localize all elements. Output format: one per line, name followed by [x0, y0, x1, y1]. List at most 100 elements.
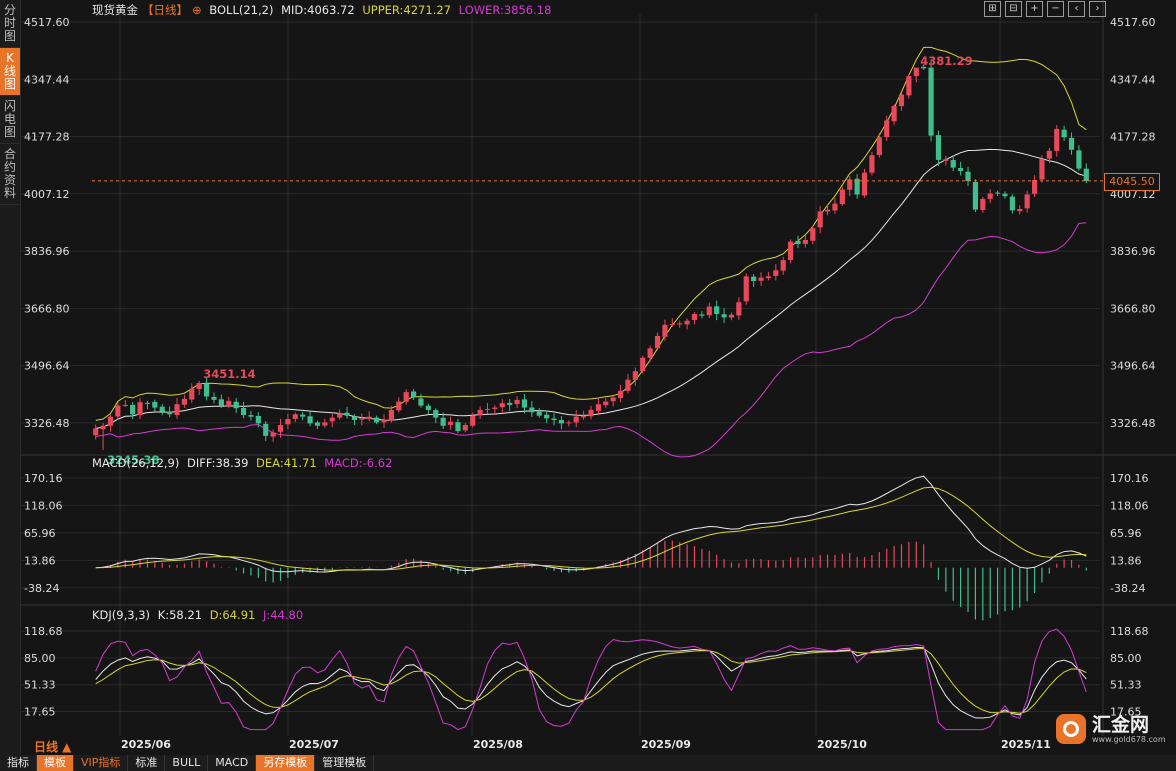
bottom-item-3[interactable]: 标准 [128, 755, 166, 771]
expand-icon[interactable]: ⊞ [984, 1, 1001, 17]
candle [773, 264, 779, 281]
bottom-item-2[interactable]: VIP指标 [74, 755, 129, 771]
kdj-legend: KDJ(9,3,3) K:58.21 D:64.91 J:44.80 [92, 608, 307, 622]
candle [654, 332, 661, 351]
candle [588, 405, 594, 420]
kdj-k-line [95, 646, 1087, 719]
candle-body [255, 415, 261, 424]
candle-body [403, 392, 409, 402]
candle-body [344, 412, 350, 416]
candle-body [1017, 208, 1023, 212]
candle-body [751, 276, 757, 282]
candle-body [891, 106, 897, 122]
price-annotations: 4381.29 3451.14 3245.38 [107, 54, 973, 467]
candle-body [817, 211, 823, 228]
candle-body [477, 409, 483, 416]
candle-body [950, 160, 956, 168]
candle [669, 318, 675, 327]
kdj-k: K:58.21 [157, 608, 203, 622]
zoom-out-icon[interactable]: − [1047, 1, 1064, 17]
candle-body [366, 416, 372, 419]
candle [93, 424, 99, 440]
bottom-item-6[interactable]: 另存模板 [256, 755, 316, 771]
candle [780, 256, 786, 275]
candle [403, 389, 409, 405]
candle-body [861, 172, 868, 196]
candle [211, 392, 217, 404]
period-selector[interactable]: 日线 ▲ [34, 740, 72, 754]
current-price-tag: 4045.50 [1104, 172, 1160, 191]
candle [1009, 194, 1015, 214]
candle [921, 64, 927, 71]
candle [595, 398, 601, 416]
candle-body [270, 432, 276, 437]
candle [374, 415, 380, 425]
y-tick-label-right: 4347.44 [1110, 73, 1156, 86]
candle-body [100, 425, 106, 430]
candle [137, 397, 143, 419]
candle-body [699, 314, 705, 316]
y-tick-label-right: 4517.60 [1110, 16, 1156, 29]
candle-body [130, 404, 136, 415]
boll-upper: UPPER:4271.27 [362, 3, 451, 17]
x-tick-label: 2025/08 [473, 738, 523, 751]
candle [1031, 175, 1038, 198]
y-tick-label-left: 3496.64 [24, 360, 70, 373]
candle-body [588, 409, 594, 417]
bottom-item-5[interactable]: MACD [208, 755, 257, 771]
candle-body [558, 420, 565, 424]
prev-icon[interactable]: ‹ [1068, 1, 1085, 17]
zoom-in-icon[interactable]: + [1026, 1, 1043, 17]
candle-body [802, 239, 808, 244]
candle [728, 312, 735, 321]
y-tick-label-right: 17.65 [1110, 706, 1142, 719]
candle [854, 174, 860, 199]
candle [529, 401, 535, 417]
bottom-item-0[interactable]: 指标 [0, 755, 37, 771]
candle [1024, 190, 1030, 213]
candle-body [521, 399, 528, 408]
boll-mid-line [95, 148, 1087, 429]
candle-body [573, 416, 579, 423]
candle [995, 190, 1001, 197]
candle-body [196, 383, 202, 390]
sidebar-tab-3[interactable]: 合约资料 [0, 144, 20, 205]
candle-body [218, 399, 224, 406]
candle [455, 418, 461, 434]
shrink-icon[interactable]: ⊟ [1005, 1, 1022, 17]
candle-body [995, 192, 1001, 194]
candle [1039, 155, 1045, 183]
candle-body [329, 417, 335, 422]
price-annotation: 3451.14 [203, 367, 255, 381]
sidebar-tab-2[interactable]: 闪电图 [0, 96, 20, 144]
candle-body [1061, 129, 1067, 138]
candle-body [203, 383, 210, 397]
sidebar-tab-0[interactable]: 分时图 [0, 0, 20, 48]
candle [632, 367, 638, 386]
price-annotation: 3245.38 [107, 453, 159, 467]
candle [640, 355, 646, 374]
candle [691, 312, 698, 325]
candle-body [691, 314, 698, 321]
next-icon[interactable]: › [1089, 1, 1106, 17]
candle [366, 411, 372, 422]
candle-body [137, 402, 143, 415]
bottom-item-7[interactable]: 管理模板 [315, 755, 375, 771]
candle-body [374, 417, 380, 423]
candle [381, 414, 387, 428]
candle [743, 273, 749, 305]
add-indicator-icon[interactable]: ⊕ [192, 3, 202, 17]
x-tick-label: 2025/10 [817, 738, 867, 751]
bottom-item-4[interactable]: BULL [165, 755, 209, 771]
candle [484, 402, 491, 415]
candle [322, 418, 328, 428]
candle [551, 413, 557, 426]
candle [159, 404, 165, 416]
candle [795, 235, 801, 249]
candle [292, 412, 298, 423]
candle-body [144, 402, 151, 404]
bottom-item-1[interactable]: 模板 [37, 755, 74, 771]
candle-body [603, 401, 609, 406]
